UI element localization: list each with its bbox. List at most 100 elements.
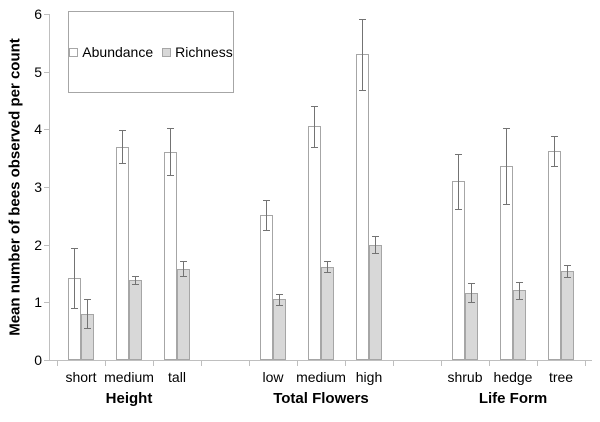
- x-tick: [153, 361, 154, 366]
- legend-item-richness: Richness: [162, 44, 233, 60]
- error-bar-short: [87, 299, 88, 329]
- error-bar-cap-bottom: [263, 229, 270, 231]
- error-bar-cap-bottom: [276, 305, 283, 307]
- x-tick: [489, 361, 490, 366]
- abundance-bar-medium: [116, 146, 129, 360]
- y-tick: [44, 129, 49, 131]
- richness-bar-high: [369, 244, 382, 360]
- error-bar-high: [362, 18, 363, 91]
- abundance-bar-tall: [164, 151, 177, 360]
- y-tick-label: 0: [34, 352, 42, 368]
- y-tick-label: 6: [34, 6, 42, 22]
- x-tick: [57, 361, 58, 366]
- y-tick-label: 3: [34, 179, 42, 195]
- y-tick-label: 5: [34, 63, 42, 80]
- category-label-hedge: hedge: [493, 369, 533, 385]
- richness-swatch-icon: [162, 47, 172, 57]
- error-bar-tree: [554, 135, 555, 166]
- error-bar-cap-bottom: [455, 208, 462, 210]
- category-label-low: low: [262, 369, 284, 385]
- error-bar-low: [279, 293, 280, 306]
- error-bar-cap-top: [167, 128, 174, 130]
- error-bar-cap-bottom: [468, 301, 475, 303]
- error-bar-cap-bottom: [503, 204, 510, 206]
- error-bar-cap-bottom: [359, 90, 366, 92]
- x-tick: [345, 361, 346, 366]
- error-bar-cap-bottom: [167, 175, 174, 177]
- error-bar-cap-top: [503, 128, 510, 130]
- error-bar-cap-top: [84, 299, 91, 301]
- error-bar-cap-top: [263, 199, 270, 201]
- error-bar-cap-bottom: [71, 307, 78, 309]
- y-tick: [44, 302, 49, 304]
- error-bar-cap-bottom: [180, 276, 187, 278]
- error-bar-cap-bottom: [372, 253, 379, 255]
- error-bar-cap-bottom: [564, 276, 571, 278]
- error-bar-hedge: [519, 281, 520, 299]
- error-bar-cap-top: [324, 260, 331, 262]
- y-tick: [44, 187, 49, 188]
- error-bar-medium: [327, 260, 328, 273]
- richness-bar-hedge: [513, 290, 526, 360]
- error-bar-cap-bottom: [324, 272, 331, 274]
- error-bar-cap-top: [372, 236, 379, 238]
- x-tick: [297, 361, 298, 366]
- richness-bar-tall: [177, 268, 190, 360]
- x-tick: [201, 361, 202, 366]
- x-axis-line: [49, 360, 592, 361]
- category-label-medium: medium: [104, 369, 154, 385]
- x-tick: [585, 361, 586, 366]
- error-bar-cap-bottom: [516, 298, 523, 300]
- y-tick: [44, 360, 49, 361]
- y-tick: [44, 244, 49, 246]
- error-bar-cap-bottom: [84, 328, 91, 330]
- error-bar-cap-bottom: [119, 162, 126, 164]
- y-axis-line: [49, 14, 50, 361]
- abundance-bar-high: [356, 54, 369, 360]
- error-bar-cap-bottom: [311, 146, 318, 148]
- error-bar-shrub: [471, 283, 472, 302]
- error-bar-cap-top: [180, 261, 187, 263]
- richness-bar-low: [273, 299, 286, 360]
- error-bar-high: [375, 236, 376, 254]
- error-bar-cap-top: [311, 106, 318, 108]
- error-bar-cap-bottom: [551, 165, 558, 167]
- error-bar-cap-top: [468, 283, 475, 285]
- legend-label-abundance: Abundance: [82, 44, 154, 60]
- richness-bar-medium: [321, 266, 334, 360]
- y-tick-label: 4: [34, 121, 42, 138]
- error-bar-cap-top: [564, 265, 571, 267]
- error-bar-short: [74, 247, 75, 308]
- error-bar-hedge: [506, 128, 507, 205]
- abundance-swatch-icon: [69, 47, 79, 57]
- error-bar-medium: [314, 106, 315, 147]
- legend-item-abundance: Abundance: [69, 44, 153, 60]
- abundance-bar-low: [260, 214, 273, 360]
- error-bar-cap-top: [276, 293, 283, 295]
- group-label-total-flowers: Total Flowers: [273, 390, 369, 407]
- error-bar-tall: [170, 128, 171, 176]
- error-bar-cap-top: [132, 276, 139, 278]
- category-label-high: high: [355, 369, 383, 385]
- abundance-bar-tree: [548, 150, 561, 360]
- category-label-medium: medium: [296, 369, 346, 385]
- legend: Abundance Richness: [68, 11, 234, 93]
- error-bar-shrub: [458, 153, 459, 209]
- group-label-life-form: Life Form: [478, 390, 548, 407]
- category-label-tree: tree: [548, 369, 574, 385]
- error-bar-medium: [122, 130, 123, 163]
- error-bar-low: [266, 199, 267, 230]
- y-tick-label: 1: [34, 294, 42, 311]
- x-tick: [249, 361, 250, 366]
- y-tick: [44, 14, 49, 15]
- x-tick: [105, 361, 106, 366]
- error-bar-cap-top: [516, 281, 523, 283]
- error-bar-tree: [567, 265, 568, 277]
- error-bar-cap-top: [119, 130, 126, 132]
- error-bar-cap-top: [455, 153, 462, 155]
- y-tick-label: 2: [34, 236, 42, 253]
- group-label-height: Height: [105, 390, 153, 407]
- richness-bar-medium: [129, 280, 142, 360]
- x-tick: [537, 361, 538, 366]
